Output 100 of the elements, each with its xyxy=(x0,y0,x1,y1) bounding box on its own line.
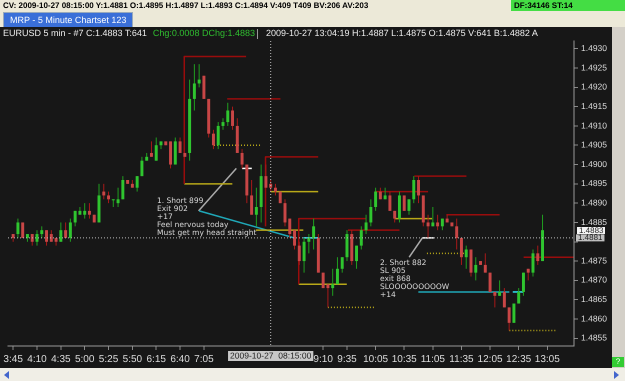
candlestick xyxy=(336,256,339,285)
candlestick xyxy=(498,280,502,296)
candlestick xyxy=(360,226,363,250)
candlestick xyxy=(408,198,410,216)
candlestick xyxy=(21,222,24,238)
y-tick-label: 1.4915 xyxy=(581,100,608,111)
candlestick xyxy=(174,137,177,166)
x-tick-label: 11:35 xyxy=(449,354,474,365)
text: 1.4883 xyxy=(577,226,606,235)
candlestick xyxy=(150,140,153,158)
candlestick xyxy=(331,268,334,296)
x-tick-label: 5:50 xyxy=(122,354,143,365)
candlestick xyxy=(378,187,382,200)
ref-line-label: 1.4881 xyxy=(578,233,604,242)
candlestick xyxy=(464,245,468,270)
candlestick xyxy=(470,248,472,278)
y-tick-label: 1.4855 xyxy=(581,332,608,343)
candlestick xyxy=(45,230,48,246)
candlestick xyxy=(178,137,182,154)
candlestick xyxy=(340,256,344,274)
y-tick-label: 1.4910 xyxy=(581,120,608,130)
chart-subtitle: 2009-10-27 13:04:19 H:1.4887 L:1.4875 O:1.4875 V:641 B:1.4882 A xyxy=(266,28,538,38)
y-tick-label: 1.4900 xyxy=(581,158,608,169)
x-tick-label: 7:05 xyxy=(194,354,214,365)
candlestick xyxy=(374,187,378,212)
candlestick xyxy=(154,137,158,162)
text: ? xyxy=(612,357,624,367)
candlestick xyxy=(512,303,516,324)
x-tick-label: 9:10 xyxy=(313,354,334,365)
x-tick-label: 4:35 xyxy=(51,354,72,365)
candlestick xyxy=(169,140,172,169)
candlestick xyxy=(436,214,440,231)
candlestick xyxy=(222,118,224,130)
y-tick-label: 1.4865 xyxy=(581,294,608,304)
candlestick xyxy=(307,234,310,254)
candlestick xyxy=(64,222,68,238)
candlestick xyxy=(274,183,277,196)
candlestick xyxy=(302,237,306,274)
y-tick-label: 1.4870 xyxy=(581,274,608,285)
candlestick xyxy=(240,148,244,169)
candlestick xyxy=(202,75,206,100)
candlestick xyxy=(312,218,316,250)
candlestick xyxy=(192,64,196,111)
candlestick xyxy=(16,218,20,238)
x-tick-label: 6:15 xyxy=(146,354,166,365)
x-tick-label: 9:35 xyxy=(337,354,358,365)
y-tick-label: 1.4890 xyxy=(581,197,608,208)
x-tick-label: 10:05 xyxy=(363,354,389,365)
candlestick xyxy=(502,288,506,308)
y-tick-label: 1.4875 xyxy=(581,255,608,266)
candlestick xyxy=(216,122,220,150)
x-tick-label: 12:35 xyxy=(506,354,532,365)
candlestick xyxy=(493,291,496,308)
y-tick-label: 1.4860 xyxy=(581,313,608,324)
candlestick xyxy=(121,176,124,200)
candlestick xyxy=(398,191,401,223)
x-tick-label: 4:10 xyxy=(27,354,48,365)
candlestick xyxy=(231,106,234,130)
candlestick xyxy=(388,191,392,212)
candlestick xyxy=(384,187,387,200)
candlestick xyxy=(254,187,258,227)
candlestick xyxy=(508,306,511,332)
candlestick xyxy=(346,230,348,262)
candlestick xyxy=(484,252,487,274)
candlestick xyxy=(88,202,91,220)
candlestick xyxy=(140,156,144,177)
candlestick xyxy=(59,222,62,242)
candlestick xyxy=(426,214,430,238)
text: Chg:0.0008 DChg:1.4883 xyxy=(152,28,255,38)
x-tick-label: 12:05 xyxy=(478,354,504,365)
x-tick-label: 6:40 xyxy=(170,354,190,365)
candlestick xyxy=(417,176,420,204)
x-tick-label: 10:35 xyxy=(392,354,418,365)
candlestick xyxy=(284,198,286,227)
candlestick xyxy=(36,230,38,246)
candlestick xyxy=(364,214,368,235)
candlestick xyxy=(440,218,444,231)
y-tick-label: 1.4920 xyxy=(581,82,608,92)
y-tick-label: 1.4905 xyxy=(581,140,608,150)
candlestick xyxy=(431,206,434,227)
y-tick-label: 1.4930 xyxy=(581,43,608,54)
candlestick xyxy=(68,218,72,242)
candlestick xyxy=(455,218,458,250)
candlestick xyxy=(532,248,534,278)
x-tick-label: 11:05 xyxy=(420,354,446,365)
candlestick xyxy=(522,272,525,296)
candlestick xyxy=(460,237,463,266)
candlestick xyxy=(322,272,325,289)
candlestick xyxy=(107,191,110,204)
candlestick xyxy=(326,284,330,308)
candlestick xyxy=(355,245,358,270)
candlestick xyxy=(488,272,492,292)
y-tick-label: 1.4895 xyxy=(581,178,608,188)
text: DF:34146 ST:14 xyxy=(511,0,625,11)
candlestick xyxy=(198,64,201,88)
candlestick xyxy=(517,288,520,304)
candlestick xyxy=(402,194,406,212)
candlestick xyxy=(298,241,301,266)
text: MRP - 5 Minute Chartset 123 xyxy=(3,12,134,28)
ref-line-label: 2009-10-27 08:15:00 xyxy=(230,350,312,360)
